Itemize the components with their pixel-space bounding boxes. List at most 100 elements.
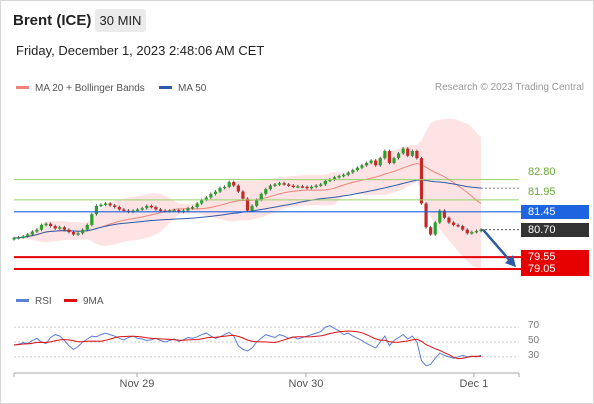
candle-body — [314, 185, 318, 188]
legend-rsi-ma-label: 9MA — [83, 296, 104, 307]
candle-body — [374, 160, 378, 166]
candle-body — [236, 185, 240, 192]
candle-body — [12, 238, 16, 240]
candle-body — [122, 209, 126, 211]
candle-body — [401, 148, 405, 154]
candle-body — [99, 204, 103, 207]
candle-body — [305, 186, 309, 189]
candle-body — [117, 207, 121, 210]
rsi-ma-line — [13, 330, 482, 360]
candle-body — [419, 158, 424, 204]
candle-body — [245, 198, 250, 211]
candle-body — [154, 207, 158, 210]
candle-body — [49, 223, 53, 227]
level-label-resistance: 81.95 — [528, 185, 556, 198]
candle-body — [81, 229, 85, 234]
candle-body — [172, 210, 176, 212]
candle-body — [103, 203, 108, 205]
candle-body — [241, 191, 245, 199]
legend-rsi-label: RSI — [35, 296, 52, 307]
candle-body — [268, 185, 272, 190]
candle-body — [227, 182, 231, 187]
candle-body — [451, 222, 456, 225]
legend-ma-bb-label: MA 20 + Bollinger Bands — [35, 83, 145, 94]
candle-body — [479, 229, 483, 232]
candle-body — [94, 205, 99, 215]
legend-ma50-label: MA 50 — [178, 83, 207, 94]
candle-body — [209, 193, 213, 198]
candle-body — [296, 186, 300, 188]
candle-body — [177, 210, 181, 212]
candle-body — [277, 183, 282, 185]
candle-body — [456, 224, 460, 227]
rsi-tick-label: 70 — [528, 320, 540, 332]
candle-body — [387, 151, 392, 163]
candle-body — [287, 184, 291, 186]
legend-rsi: RSI — [16, 296, 52, 307]
candle-body — [429, 227, 433, 235]
candle-body — [44, 223, 48, 226]
x-axis-label: Nov 30 — [288, 378, 324, 390]
candle-body — [351, 170, 355, 173]
candle-body — [433, 222, 437, 235]
candle-body — [71, 232, 76, 235]
candle-body — [392, 158, 396, 163]
candle-body — [438, 210, 442, 223]
candle-body — [273, 184, 277, 186]
candle-body — [186, 208, 190, 211]
timeframe-badge[interactable]: 30 MIN — [95, 9, 146, 32]
candle-body — [383, 151, 387, 159]
candle-body — [53, 226, 57, 229]
candle-body — [346, 172, 350, 175]
candle-body — [30, 231, 34, 235]
candle-body — [213, 191, 218, 194]
candle-body — [108, 203, 112, 206]
candle-body — [223, 186, 227, 189]
x-axis-label: Dec 1 — [459, 378, 489, 390]
legend-ma-bb: MA 20 + Bollinger Bands — [16, 83, 145, 94]
candle-body — [145, 205, 149, 209]
candle-body — [424, 203, 428, 228]
candle-body — [319, 184, 323, 186]
candle-body — [342, 174, 346, 177]
candle-body — [264, 189, 268, 194]
candle-body — [355, 167, 359, 171]
candle-body — [62, 227, 66, 230]
x-axis-label: Nov 29 — [119, 378, 155, 390]
candle-body — [250, 205, 254, 211]
candle-body — [396, 153, 401, 159]
candle-body — [259, 193, 263, 200]
candle-body — [369, 160, 373, 163]
level-label-resistance: 82.80 — [528, 165, 556, 178]
candle-body — [136, 209, 140, 211]
candle-body — [26, 234, 30, 237]
legend-rsi-ma-swatch — [64, 298, 77, 302]
candle-body — [218, 187, 222, 192]
candle-body — [113, 205, 117, 208]
legend-ma50: MA 50 — [159, 83, 206, 94]
candle-body — [470, 232, 474, 234]
candle-body — [328, 179, 332, 182]
bollinger-band — [14, 118, 481, 270]
candle-body — [85, 224, 89, 230]
level-label-last: 80.70 — [521, 222, 589, 237]
candle-body — [255, 199, 259, 206]
candle-body — [406, 148, 410, 156]
candle-body — [300, 186, 305, 188]
legend-rsi-ma: 9MA — [64, 296, 104, 307]
candle-body — [76, 233, 80, 235]
candle-body — [190, 207, 195, 209]
candle-body — [195, 203, 199, 208]
candle-body — [474, 230, 479, 233]
rsi-tick-label: 30 — [528, 349, 540, 361]
level-label-pivot: 81.45 — [521, 204, 589, 219]
candle-body — [39, 224, 44, 230]
copyright-note: Research © 2023 Trading Central — [434, 82, 584, 93]
candle-body — [461, 226, 465, 230]
candle-body — [447, 217, 451, 223]
candle-body — [158, 209, 163, 211]
candle-body — [35, 229, 39, 232]
chart-datetime: Friday, December 1, 2023 2:48:06 AM CET — [16, 43, 265, 58]
candle-body — [204, 197, 208, 200]
